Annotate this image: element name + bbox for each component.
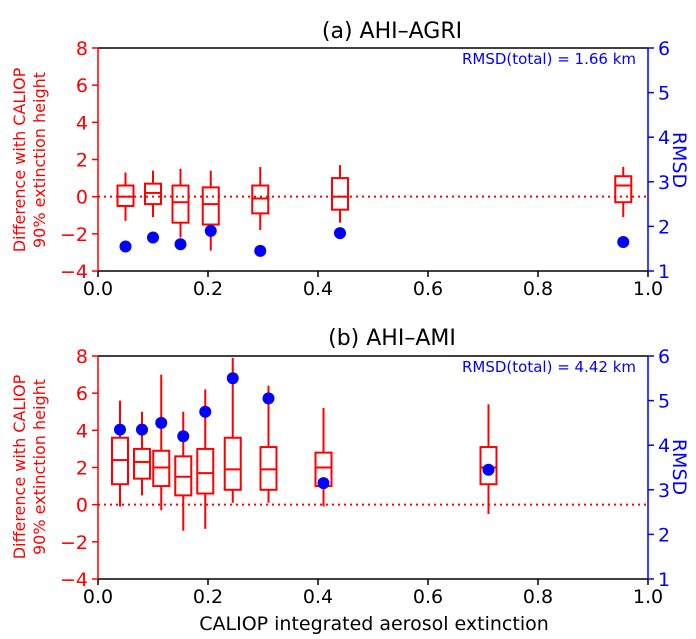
panel-b-box-5	[223, 357, 242, 503]
panel-b-left-tick-0: 8	[76, 346, 88, 368]
panel-b-x-tick-1: 0.2	[193, 586, 223, 608]
panel-a-left-tick-4: 0	[76, 187, 88, 209]
panel-a-right-tick-1: 5	[658, 83, 670, 105]
panel-b-right-tick-4: 2	[658, 524, 670, 546]
panel-a-rmsd-point-4	[254, 244, 267, 257]
panel-a-x-tick-0: 0.0	[83, 278, 113, 300]
panel-b-box-3	[174, 411, 193, 531]
panel-a-left-tick-2: 4	[76, 112, 88, 134]
panel-a-box-body-2	[171, 184, 190, 224]
panel-a-left-tick-5: −2	[60, 224, 88, 246]
panel-a-left-tick-6: −4	[60, 261, 88, 283]
panel-a-box-body-3	[201, 186, 220, 226]
panel-a-left-tick-1: 6	[76, 75, 88, 97]
panel-b-x-tick-0: 0.0	[83, 586, 113, 608]
panel-a-x-tick-2: 0.4	[303, 278, 333, 300]
panel-b-box-7	[314, 408, 333, 507]
panel-b-x-tick-2: 0.4	[303, 586, 333, 608]
panel-a-x-tick-1: 0.2	[193, 278, 223, 300]
panel-b-box-4	[196, 389, 215, 529]
panel-a-rmsd-point-5	[334, 227, 346, 240]
panel-b-box-body-4	[196, 447, 215, 495]
panel-a-title: (a) AHI–AGRI	[322, 19, 462, 44]
panel-a-rmsd-total: RMSD(total) = 1.66 km	[462, 50, 636, 68]
panel-b-rmsd-point-5	[226, 372, 239, 385]
panel-a-rmsd-point-6	[617, 236, 630, 249]
panel-b-rmsd-point-7	[317, 477, 330, 490]
panel-b-box-body-8	[479, 446, 498, 486]
panel-a-left-ylabel-line2: 90% extinction height	[30, 72, 49, 248]
panel-b-right-tick-0: 6	[658, 346, 670, 368]
panel-b-left-tick-5: −2	[60, 532, 88, 554]
panel-a-rmsd-point-2	[174, 238, 187, 251]
panel-b-left-ylabel-line2: 90% extinction height	[30, 379, 49, 555]
panel-a-box-body-6	[614, 175, 633, 204]
panel-a-right-ylabel: RMSD	[668, 132, 690, 188]
panel-b-rmsd-point-1	[136, 423, 148, 436]
x-axis-label: CALIOP integrated aerosol extinction	[199, 613, 549, 635]
panel-b-right-tick-1: 5	[658, 391, 670, 413]
panel-b-rmsd-point-8	[482, 463, 495, 476]
panel-a-left-tick-0: 8	[76, 38, 88, 60]
panel-a-rmsd-point-3	[204, 224, 217, 237]
panel-b-box-8	[479, 404, 498, 514]
panel-b-right-tick-5: 1	[658, 569, 670, 591]
panel-b-left-tick-2: 4	[76, 420, 88, 442]
panel-b-rmsd-total: RMSD(total) = 4.42 km	[462, 358, 636, 376]
panel-a-rmsd-point-1	[147, 231, 159, 244]
panel-a-box-body-5	[331, 177, 349, 211]
panel-a-box-0	[116, 172, 135, 221]
panel-a-x-tick-4: 0.8	[523, 278, 553, 300]
panel-b-rmsd-point-2	[155, 416, 168, 429]
panel-b-box-2	[152, 374, 171, 511]
panel-b: (b) AHI–AMI Difference with CALIOP 90% e…	[10, 326, 690, 608]
panel-a-box-2	[171, 168, 190, 238]
panel-a-right-tick-2: 4	[658, 127, 670, 149]
panel-b-left-ylabel-line1: Difference with CALIOP	[10, 374, 29, 559]
panel-b-rmsd-point-4	[199, 405, 212, 418]
panel-a-right-tick-4: 2	[658, 216, 670, 238]
panel-a-left-ylabel-line1: Difference with CALIOP	[10, 67, 29, 252]
panel-b-rmsd-point-6	[262, 392, 275, 405]
panel-a-right-tick-0: 6	[658, 38, 670, 60]
panel-b-left-tick-4: 0	[76, 495, 88, 517]
panel-b-box-body-5	[223, 436, 242, 491]
panel-a-box-1	[144, 170, 162, 218]
panel-a-box-5	[331, 165, 349, 223]
panel-b-box-body-1	[133, 447, 151, 480]
panel-a-right-tick-5: 1	[658, 261, 670, 283]
panel-a-x-tick-5: 1.0	[633, 278, 663, 300]
panel-a-box-4	[251, 166, 270, 231]
panel-a-x-tick-3: 0.6	[413, 278, 443, 300]
panel-a-rmsd-point-0	[119, 240, 132, 253]
panel-b-right-tick-3: 3	[658, 480, 670, 502]
panel-a-box-3	[201, 170, 220, 251]
panel-b-x-tick-4: 0.8	[523, 586, 553, 608]
panel-b-left-tick-1: 6	[76, 383, 88, 405]
panel-b-box-0	[111, 400, 129, 507]
panel-a-box-6	[614, 166, 633, 218]
panel-b-title: (b) AHI–AMI	[328, 326, 456, 351]
panel-b-left-tick-6: −4	[60, 569, 88, 591]
panel-b-x-tick-3: 0.6	[413, 586, 443, 608]
panel-b-rmsd-point-0	[114, 423, 126, 436]
panel-a-right-tick-3: 3	[658, 172, 670, 194]
panel-a: (a) AHI–AGRI Difference with CALIOP 90% …	[10, 19, 690, 300]
panel-a-left-tick-3: 2	[76, 150, 88, 172]
panel-b-x-tick-5: 1.0	[633, 586, 663, 608]
panel-b-right-ylabel: RMSD	[668, 439, 690, 495]
panel-b-rmsd-point-3	[177, 430, 190, 443]
panel-b-left-tick-3: 2	[76, 458, 88, 480]
panel-b-right-tick-2: 4	[658, 435, 670, 457]
